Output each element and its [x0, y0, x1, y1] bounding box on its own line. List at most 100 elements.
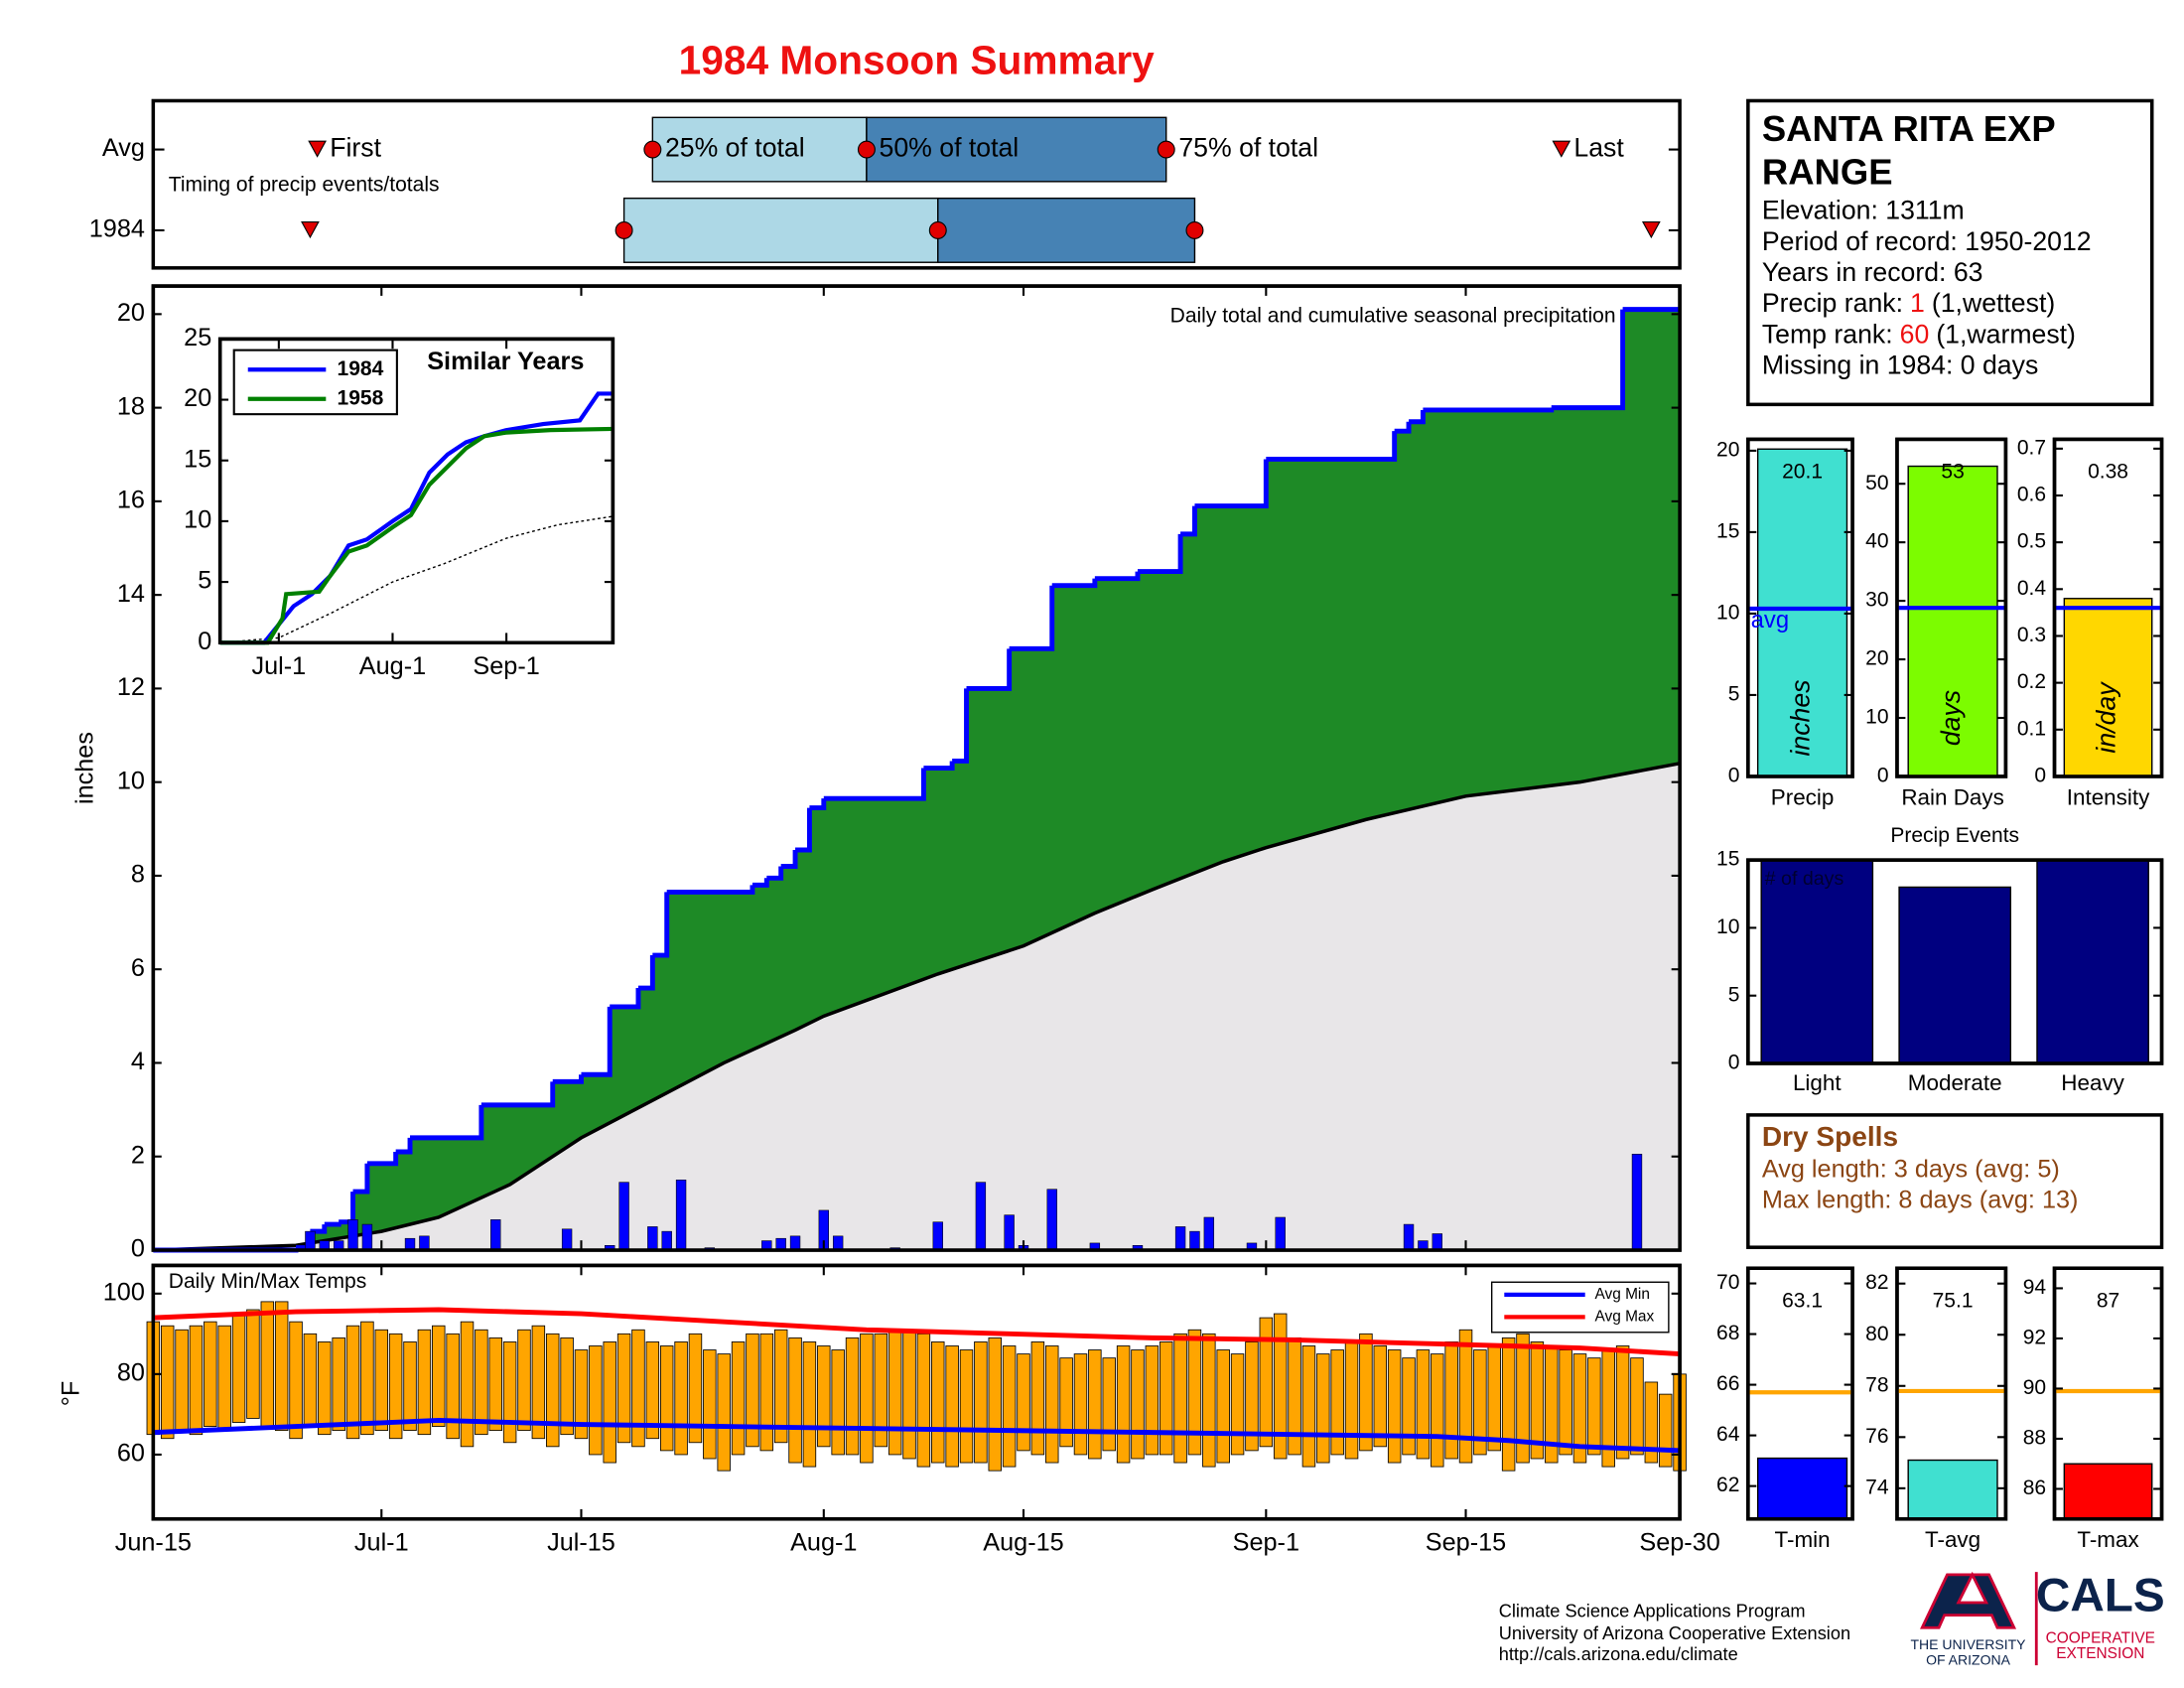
y-tick-label: 70 — [1716, 1271, 1739, 1294]
plot-frame — [2052, 1266, 2164, 1521]
temp-range-bar — [446, 1333, 460, 1440]
y-axis-label: °F — [58, 1381, 85, 1407]
y-tick-label: 6 — [131, 954, 145, 982]
upper-half-box — [937, 197, 1196, 263]
y-tick-label: 10 — [1716, 915, 1739, 938]
quartile-marker — [1185, 220, 1204, 239]
temp-range-bar — [931, 1341, 945, 1464]
temp-range-bar — [1530, 1341, 1545, 1460]
temp-range-bar — [546, 1333, 560, 1448]
average-line — [219, 515, 614, 643]
daily-bar — [789, 1235, 801, 1251]
cumulative-line — [795, 807, 812, 853]
temp-range-bar — [1330, 1349, 1344, 1456]
temp-range-bar — [1216, 1349, 1230, 1464]
series-line — [219, 391, 614, 645]
temp-range-bar — [1230, 1353, 1245, 1456]
temp-range-bar — [1045, 1345, 1059, 1464]
bar — [2063, 1463, 2153, 1520]
station-line: Period of record: 1950-2012 — [1762, 226, 2092, 256]
event-marker — [1552, 140, 1571, 158]
y-tick-label: 10 — [1716, 601, 1739, 624]
temp-range-bar — [1088, 1349, 1102, 1460]
station-title: RANGE — [1762, 151, 1893, 192]
y-tick-label: 0 — [1877, 765, 1889, 787]
cumulative-line — [1051, 578, 1098, 589]
ua-logo — [1920, 1571, 2017, 1629]
plot-frame — [1895, 437, 2008, 778]
temp-range-bar — [1017, 1353, 1030, 1452]
temp-range-bar — [589, 1345, 603, 1456]
temp-range-bar — [1615, 1345, 1630, 1460]
cumulative-line — [966, 648, 1013, 691]
cals-logo-text: EXTENSION — [2056, 1645, 2144, 1662]
temp-range-bar — [1259, 1317, 1274, 1448]
temp-range-bar — [659, 1345, 674, 1452]
unit-label: inches — [1786, 680, 1816, 757]
marker-label: First — [330, 133, 381, 163]
lower-half-box — [622, 197, 939, 263]
station-line: Elevation: 1311m — [1762, 196, 1965, 225]
temp-range-bar — [631, 1329, 645, 1448]
x-tick-label: Sep-1 — [1233, 1529, 1299, 1557]
temp-range-bar — [517, 1329, 531, 1432]
daily-bar — [975, 1182, 987, 1251]
x-tick-label: Aug-1 — [359, 652, 426, 680]
temp-range-bar — [974, 1341, 988, 1464]
temp-range-bar — [231, 1313, 246, 1423]
cumulative-line — [923, 761, 955, 771]
quartile-marker — [857, 140, 876, 159]
temp-range-bar — [274, 1301, 289, 1432]
temp-range-bar — [388, 1333, 403, 1440]
station-line: Missing in 1984: 0 days — [1762, 350, 2038, 379]
temp-range-bar — [1644, 1381, 1659, 1464]
station-line: Precip rank: 1 (1,wettest) — [1762, 288, 2055, 318]
temp-range-bar — [1116, 1345, 1131, 1464]
marker-label: 25% of total — [665, 133, 805, 163]
y-axis-label: # of days — [1765, 868, 1844, 890]
x-axis-label: T-max — [2077, 1527, 2138, 1552]
y-tick-label: 0 — [1728, 1052, 1740, 1074]
temp-range-bar — [1187, 1329, 1202, 1456]
x-axis-label: T-avg — [1925, 1527, 1980, 1552]
legend-box — [1490, 1281, 1670, 1334]
daily-bar — [932, 1221, 943, 1251]
category-label: Heavy — [2061, 1070, 2124, 1095]
y-tick-label: 0.6 — [2017, 484, 2046, 506]
temp-range-bar — [560, 1336, 574, 1436]
temp-range-bar — [1245, 1341, 1259, 1452]
cumulative-line — [637, 955, 655, 991]
temp-range-bar — [260, 1301, 275, 1427]
temp-range-bar — [1458, 1329, 1473, 1464]
cumulative-line — [324, 1221, 341, 1227]
temp-range-bar — [289, 1321, 303, 1440]
daily-bar — [1004, 1214, 1015, 1251]
cumulative-line — [1423, 407, 1555, 413]
y-tick-label: 0 — [1728, 765, 1740, 787]
daily-bar — [1403, 1223, 1415, 1251]
y-tick-label: 62 — [1716, 1474, 1739, 1496]
temp-range-bar — [1431, 1353, 1444, 1468]
cumulative-line — [480, 1081, 556, 1108]
quartile-marker — [1157, 140, 1175, 159]
y-tick-label: 100 — [103, 1278, 145, 1306]
cumulative-line — [1394, 421, 1412, 434]
temp-range-bar — [1301, 1345, 1316, 1468]
value-label: 75.1 — [1933, 1289, 1974, 1312]
temp-range-bar — [1416, 1349, 1431, 1460]
daily-bar — [419, 1235, 430, 1251]
temp-range-bar — [1559, 1349, 1572, 1456]
cals-logo: CALS — [2036, 1569, 2165, 1621]
y-tick-label: 50 — [1865, 472, 1888, 494]
temp-range-bar — [1159, 1341, 1173, 1456]
x-axis-label: T-min — [1775, 1527, 1831, 1552]
inset-title: Similar Years — [427, 348, 584, 375]
temp-range-bar — [845, 1336, 860, 1456]
dry-spells-line: Max length: 8 days (avg: 13) — [1762, 1187, 2079, 1214]
daily-bar — [1189, 1230, 1200, 1251]
daily-bar — [361, 1223, 373, 1251]
plot-frame — [2052, 437, 2164, 778]
dry-spells-line: Avg length: 3 days (avg: 5) — [1762, 1156, 2060, 1184]
